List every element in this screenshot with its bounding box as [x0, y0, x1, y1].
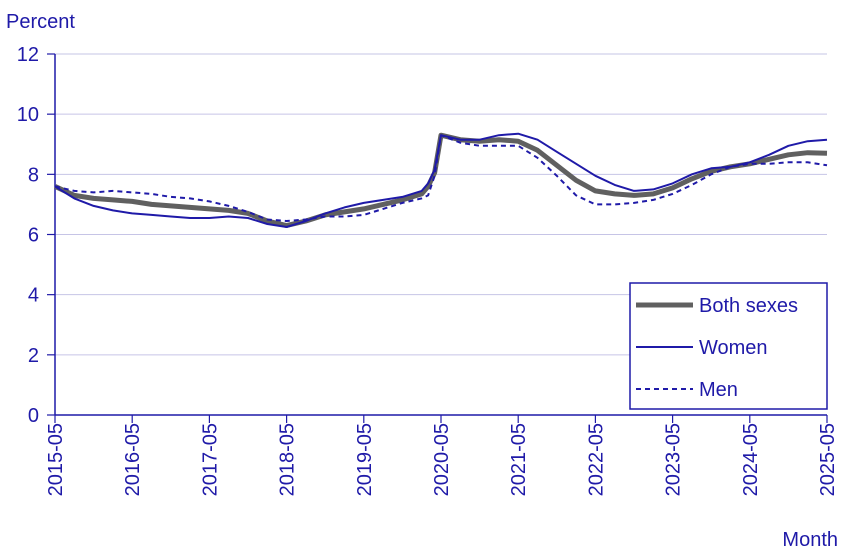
- y-tick-label: 2: [28, 345, 39, 367]
- x-tick-label: 2021-05: [508, 423, 530, 496]
- x-axis-label: Month: [782, 529, 838, 551]
- series-lines: [53, 132, 828, 228]
- legend: Both sexes Women Men: [629, 282, 828, 410]
- x-tick-label: 2025-05: [817, 423, 839, 496]
- x-tick-label: 2016-05: [122, 423, 144, 496]
- x-tick-label: 2023-05: [663, 423, 685, 496]
- y-tick-label: 8: [28, 164, 39, 186]
- x-tick-label: 2022-05: [585, 423, 607, 496]
- series-line-both-sexes: [53, 132, 828, 228]
- x-axis-ticks: 2015-05 2016-05 2017-05 2018-05 2019-05 2020-…: [45, 415, 839, 496]
- series-line-men: [54, 134, 828, 222]
- x-tick-label: 2015-05: [45, 423, 67, 496]
- y-axis-ticks: 0 2 4 6 8 10 12: [17, 44, 55, 427]
- y-tick-label: 4: [28, 285, 39, 307]
- legend-label: Women: [699, 337, 768, 359]
- x-tick-label: 2024-05: [740, 423, 762, 496]
- y-tick-label: 0: [28, 405, 39, 427]
- x-tick-label: 2020-05: [431, 423, 453, 496]
- x-tick-label: 2018-05: [277, 423, 299, 496]
- legend-label: Both sexes: [699, 295, 798, 317]
- y-tick-label: 6: [28, 225, 39, 247]
- legend-label: Men: [699, 379, 738, 401]
- x-tick-label: 2019-05: [354, 423, 376, 496]
- y-axis-label: Percent: [6, 11, 75, 33]
- x-tick-label: 2017-05: [199, 423, 221, 496]
- y-tick-label: 12: [17, 44, 39, 66]
- y-tick-label: 10: [17, 104, 39, 126]
